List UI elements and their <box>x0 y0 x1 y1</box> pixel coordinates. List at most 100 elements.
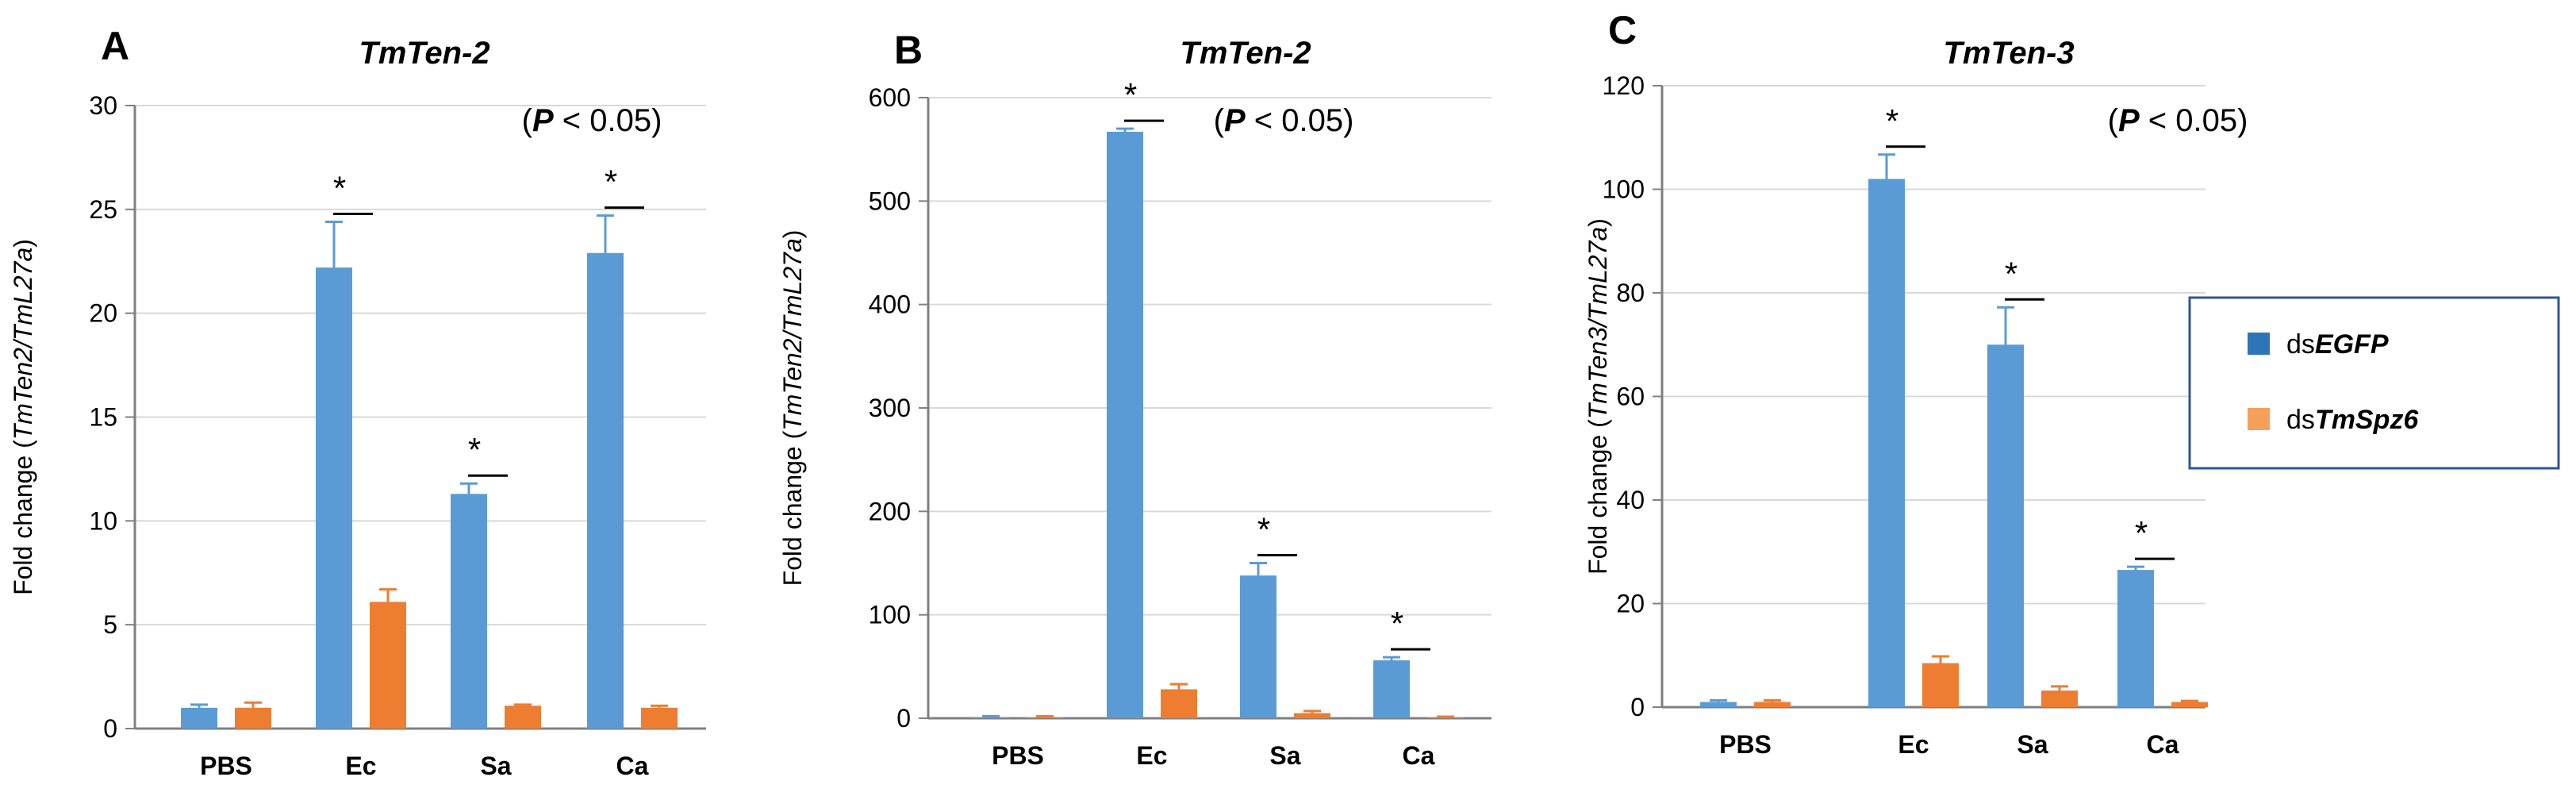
y-tick-label: 0 <box>1630 693 1645 721</box>
y-tick-label: 10 <box>89 506 117 535</box>
y-tick-label: 20 <box>1616 590 1645 618</box>
panel-c: 0 20 40 60 80 100 120 * * * PBS Ec Sa Ca C TmTen-3 (P < … <box>1584 8 2248 759</box>
y-axis-label: Fold change (TmTen2/TmL27a) <box>778 230 807 587</box>
bar-dstmspz6-ca <box>641 707 678 729</box>
y-axis-label-italic: TmTen2/TmL27a <box>9 248 37 440</box>
bar-dstmspz6-pbs <box>235 707 271 729</box>
p-annotation-rest: < 0.05) <box>1246 103 1354 138</box>
y-tick-label: 80 <box>1616 279 1645 307</box>
bar-dsegfp-sa <box>1240 575 1276 718</box>
significance-star: * <box>2005 255 2017 292</box>
bar-dstmspz6-pbs <box>1754 702 1791 707</box>
y-tick-label: 500 <box>869 187 911 215</box>
y-axis-label-italic: TmTen2/TmL27a <box>778 238 807 430</box>
bar-dsegfp-ca <box>587 252 624 729</box>
x-tick-label: PBS <box>992 741 1044 770</box>
y-tick-label: 200 <box>869 497 911 525</box>
bar-dsegfp-ca <box>1373 660 1410 718</box>
y-tick-label: 100 <box>869 601 911 629</box>
bar-dsegfp-ec <box>1107 132 1143 718</box>
y-axis-label-prefix: Fold change ( <box>778 430 807 586</box>
y-tick-label: 40 <box>1616 486 1645 514</box>
significance-star: * <box>1391 605 1403 642</box>
y-axis-label-suffix: ) <box>1584 218 1612 227</box>
p-value-annotation: (P < 0.05) <box>2108 103 2248 138</box>
legend-label-egfp: dsEGFP <box>2286 329 2389 360</box>
chart-title: TmTen-3 <box>1943 36 2074 71</box>
bar-dstmspz6-ec <box>1161 689 1197 718</box>
p-annotation-symbol: P <box>1224 103 1246 138</box>
p-annotation-open: ( <box>2108 103 2119 138</box>
y-axis-label: Fold change (TmTen2/TmL27a) <box>9 239 37 595</box>
legend-label-tmspz6: dsTmSpz6 <box>2286 405 2419 435</box>
bar-dsegfp-pbs <box>1700 702 1737 707</box>
y-tick-label: 120 <box>1603 71 1645 100</box>
y-tick-label: 0 <box>896 704 911 733</box>
panel-letter: B <box>894 28 923 72</box>
y-tick-label: 300 <box>869 394 911 422</box>
legend-swatch-tmspz6 <box>2248 408 2270 430</box>
p-annotation-rest: < 0.05) <box>2140 103 2248 138</box>
panel-letter: A <box>101 24 129 68</box>
y-axis-label-prefix: Fold change ( <box>9 440 37 595</box>
y-tick-label: 400 <box>869 290 911 319</box>
y-tick-label: 60 <box>1616 383 1645 411</box>
p-annotation-rest: < 0.05) <box>554 103 662 138</box>
p-annotation-open: ( <box>1214 103 1225 138</box>
x-tick-label: Ec <box>345 752 376 780</box>
bar-dsegfp-ec <box>1868 179 1905 707</box>
legend-prefix: ds <box>2286 405 2315 435</box>
significance-star: * <box>1257 511 1270 548</box>
y-tick-label: 25 <box>89 195 117 224</box>
significance-star: * <box>1124 76 1137 113</box>
legend-name: EGFP <box>2315 329 2389 360</box>
x-tick-label: Sa <box>480 752 511 780</box>
p-value-annotation: (P < 0.05) <box>1214 103 1354 138</box>
x-tick-label: Ca <box>616 752 649 780</box>
p-value-annotation: (P < 0.05) <box>522 103 662 138</box>
bar-dsegfp-ca <box>2117 570 2154 707</box>
y-axis-label-prefix: Fold change ( <box>1584 419 1612 575</box>
significance-star: * <box>2135 514 2148 552</box>
chart-title: TmTen-2 <box>1180 36 1311 71</box>
significance-star: * <box>468 431 481 468</box>
x-tick-label: Sa <box>1269 741 1300 770</box>
significance-star: * <box>333 170 346 207</box>
y-tick-label: 20 <box>89 299 117 328</box>
bar-dstmspz6-sa <box>505 706 541 729</box>
y-axis-label-italic: TmTen3/TmL27a <box>1584 227 1612 419</box>
bar-dstmspz6-pbs <box>1027 717 1063 718</box>
p-annotation-open: ( <box>522 103 533 138</box>
y-tick-label: 5 <box>103 610 117 639</box>
bar-dstmspz6-ca <box>2171 702 2208 707</box>
x-tick-label: PBS <box>1719 730 1772 759</box>
p-annotation-symbol: P <box>2118 103 2140 138</box>
bar-dstmspz6-ec <box>370 602 406 729</box>
chart-title: TmTen-2 <box>359 36 489 71</box>
x-tick-label: Ca <box>1403 741 1435 770</box>
bar-dstmspz6-sa <box>1294 713 1330 718</box>
significance-star: * <box>605 163 617 201</box>
bar-dstmspz6-sa <box>2041 690 2078 707</box>
y-tick-label: 30 <box>89 91 117 120</box>
x-tick-label: Ec <box>1136 741 1167 770</box>
x-tick-label: PBS <box>200 752 252 780</box>
y-tick-label: 0 <box>103 714 117 743</box>
p-annotation-symbol: P <box>532 103 554 138</box>
y-tick-label: 15 <box>89 403 117 432</box>
bar-dsegfp-ec <box>316 267 352 729</box>
panel-b: 0 100 200 300 400 500 600 * * * PBS Ec Sa Ca B TmTen-2 (… <box>778 28 1491 770</box>
legend-prefix: ds <box>2286 329 2315 360</box>
panel-a: 0 5 10 15 20 25 30 * * * PBS Ec Sa Ca A TmTen-2 (P < 0.0… <box>9 24 706 780</box>
bar-dsegfp-sa <box>451 494 487 729</box>
y-tick-label: 600 <box>869 83 911 112</box>
bar-dsegfp-pbs <box>181 707 217 729</box>
legend-name: TmSpz6 <box>2315 405 2419 435</box>
bar-dsegfp-pbs <box>973 717 1009 718</box>
y-axis-label-suffix: ) <box>778 230 807 239</box>
bar-dsegfp-sa <box>1987 344 2024 707</box>
x-tick-label: Ec <box>1898 730 1929 759</box>
significance-star: * <box>1886 102 1898 140</box>
